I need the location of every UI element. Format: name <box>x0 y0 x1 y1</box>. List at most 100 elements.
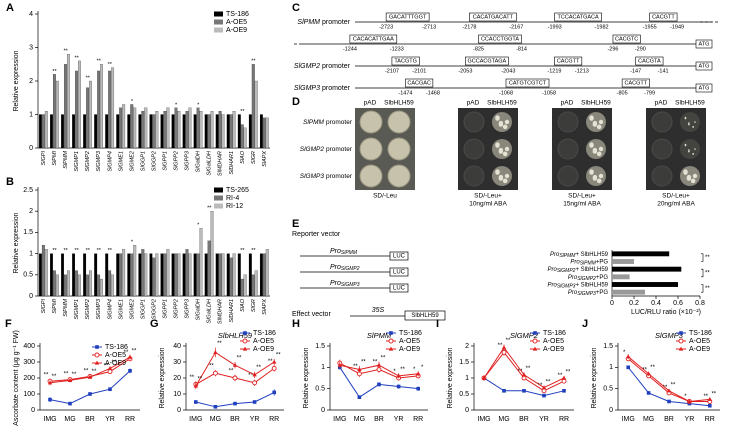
bar <box>254 80 258 149</box>
legend-swatch <box>214 11 223 17</box>
x-tick-label: RR <box>559 416 569 423</box>
colony-spot <box>598 146 604 152</box>
bar <box>612 282 678 287</box>
motif-start: -2107 <box>385 68 399 74</box>
bar <box>221 114 225 149</box>
y-tick-label: 20 <box>173 375 181 382</box>
panel-letter: H <box>292 318 300 330</box>
bar <box>174 253 178 297</box>
row-suffix: promoter <box>326 173 353 180</box>
colony <box>557 165 579 187</box>
x-tick-label: IMG <box>189 416 202 423</box>
x-tick-label: SlGGP2 <box>151 299 157 319</box>
atg-box <box>695 39 713 49</box>
motif-end: -1982 <box>595 24 609 30</box>
point <box>626 354 631 359</box>
bar <box>199 228 203 297</box>
bar <box>182 253 186 297</box>
legend-marker <box>388 346 394 351</box>
x-tick-label: BR <box>664 416 674 423</box>
significance: ** <box>703 394 708 400</box>
gene-label: LUC <box>393 286 406 292</box>
bar <box>237 114 241 149</box>
bar <box>155 111 159 149</box>
significance: ** <box>650 365 655 371</box>
legend-label: A-OE5 <box>105 352 126 359</box>
column-header: pAD <box>561 100 574 107</box>
condition-label: SD/-Leu <box>373 193 397 200</box>
significance: ** <box>44 372 49 378</box>
bar <box>262 253 266 297</box>
panel-letter: F <box>5 318 12 330</box>
legend-label: TS-186 <box>689 330 712 337</box>
x-tick-label: MG <box>64 416 75 423</box>
significance: ** <box>52 248 57 254</box>
x-tick-label: YR <box>105 416 115 423</box>
point <box>522 389 526 393</box>
bar <box>89 80 92 149</box>
y-tick-label: 1.5 <box>315 343 325 350</box>
effector-label: Effect vector <box>292 311 331 318</box>
point <box>501 345 507 350</box>
motif-seq: CACGTT <box>557 58 580 64</box>
colony <box>463 138 485 160</box>
motif-box <box>385 12 430 22</box>
gene-box <box>389 251 409 261</box>
pro-suffix: + SlbHLH59 <box>575 267 608 273</box>
bar <box>240 124 244 149</box>
significance: ** <box>229 368 234 374</box>
x-tick-label: 0.6 <box>673 300 683 307</box>
x-tick-label: SlGMP2 <box>85 299 91 319</box>
colony <box>359 110 383 134</box>
point <box>67 378 73 382</box>
significance: ** <box>108 62 113 68</box>
bar <box>196 107 200 149</box>
motif-end: -290 <box>635 46 646 52</box>
significance: ** <box>108 248 113 254</box>
legend-marker <box>533 331 537 335</box>
colony-spot <box>504 173 510 179</box>
colony <box>651 165 673 187</box>
bar <box>237 253 241 297</box>
significance: ** <box>52 374 57 380</box>
motif-end: -2043 <box>501 68 515 74</box>
construct-label: ProSlPMM+ SlbHLH59 <box>550 251 609 259</box>
colony-spot <box>598 173 604 179</box>
bar <box>119 107 123 149</box>
promoter-suffix: promoter <box>322 63 351 70</box>
point <box>272 359 277 364</box>
x-tick-label: SlGMP1 <box>74 299 80 319</box>
bar <box>86 87 89 149</box>
legend-marker <box>243 331 247 335</box>
significance: ** <box>209 364 214 370</box>
colony-spot <box>589 142 594 147</box>
point <box>357 367 362 372</box>
legend-marker <box>532 346 538 351</box>
condition-label: 20ng/ml ABA <box>657 201 695 208</box>
bar <box>204 253 208 297</box>
x-tick-label: YR <box>250 416 260 423</box>
motif-end: -1213 <box>575 68 589 74</box>
pro-base: Pro <box>570 259 580 265</box>
atg-box <box>695 83 713 93</box>
motif-end: -1949 <box>670 24 684 30</box>
significance: ** <box>72 372 77 378</box>
bar <box>612 259 634 264</box>
colony-spot <box>688 122 690 124</box>
colony-spot <box>686 174 692 180</box>
colony-spot <box>684 116 687 119</box>
bar <box>133 245 137 297</box>
panel-letter: I <box>436 318 439 330</box>
significance: ** <box>207 206 212 212</box>
significance: ** <box>75 248 80 254</box>
atg-label: ATG <box>699 85 710 91</box>
motif-start: -2053 <box>458 68 472 74</box>
promoter-name: SlGMP2 <box>294 63 320 70</box>
promoter-name: SlPMM <box>297 19 320 26</box>
point <box>48 397 52 402</box>
x-tick-label: SlGR <box>251 151 257 164</box>
bar <box>122 104 126 149</box>
point <box>646 371 651 376</box>
legend-marker <box>95 345 99 349</box>
point <box>271 365 277 371</box>
